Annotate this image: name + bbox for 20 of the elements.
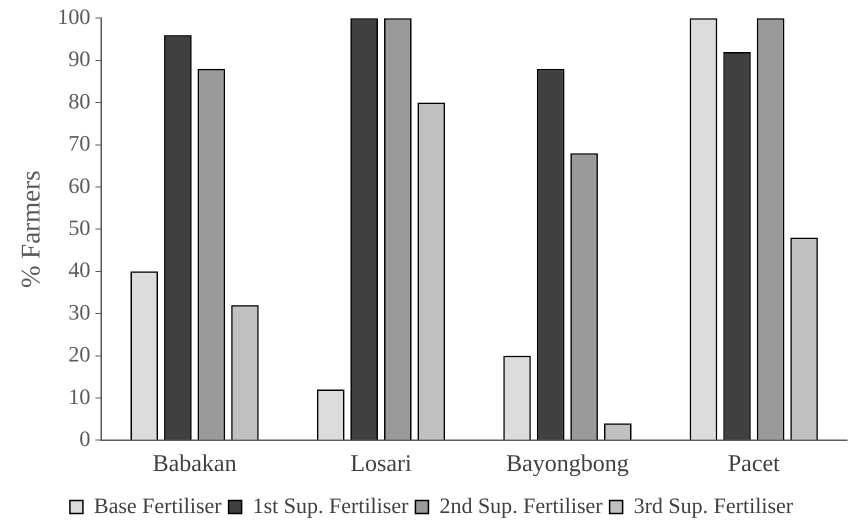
y-tick-label: 60	[68, 172, 90, 198]
y-tick-label: 40	[68, 257, 90, 282]
y-tick-label: 80	[68, 88, 90, 114]
x-tick-label: Babakan	[152, 450, 237, 477]
legend-label: Base Fertiliser	[94, 492, 222, 518]
y-tick-label: 0	[79, 426, 90, 451]
y-tick-label: 50	[68, 214, 90, 240]
y-tick-label: 70	[68, 130, 90, 156]
y-tick-label: 100	[57, 4, 90, 29]
legend-label: 1st Sup. Fertiliser	[252, 492, 410, 518]
y-tick-label: 90	[68, 46, 90, 72]
x-tick-label: Pacet	[728, 450, 780, 477]
legend-label: 3rd Sup. Fertiliser	[634, 492, 794, 518]
x-tick-label: Bayongbong	[506, 450, 629, 477]
y-axis-title: % Farmers	[15, 170, 46, 288]
y-tick-label: 20	[68, 342, 90, 367]
legend-label: 2nd Sup. Fertiliser	[439, 492, 604, 518]
y-tick-label: 30	[68, 299, 90, 324]
y-tick-label: 10	[68, 384, 90, 409]
x-tick-label: Losari	[350, 450, 412, 477]
